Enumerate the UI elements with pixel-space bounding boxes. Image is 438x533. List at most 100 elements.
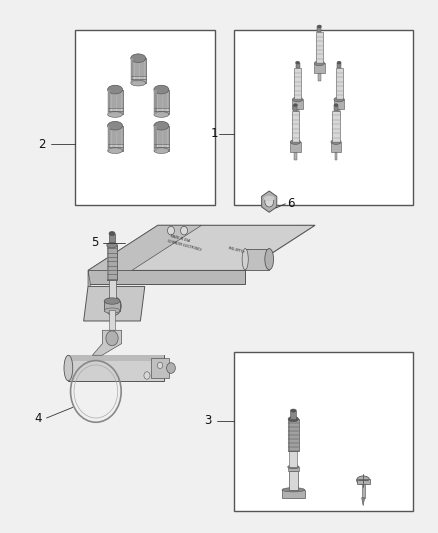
Bar [314, 63, 325, 73]
Bar [337, 62, 341, 68]
Bar [154, 144, 169, 147]
Bar [109, 233, 115, 245]
Bar [318, 27, 321, 32]
Ellipse shape [107, 243, 117, 248]
Bar [293, 105, 297, 111]
Ellipse shape [108, 148, 123, 154]
Polygon shape [88, 270, 90, 286]
Bar [154, 90, 157, 115]
Bar [75, 30, 215, 205]
Ellipse shape [296, 61, 300, 64]
Bar [289, 471, 298, 490]
Bar [154, 108, 169, 111]
Circle shape [110, 301, 117, 311]
Ellipse shape [108, 111, 123, 117]
Bar [109, 280, 116, 301]
Ellipse shape [108, 85, 123, 94]
Polygon shape [261, 191, 277, 212]
Text: 4: 4 [34, 411, 42, 424]
Polygon shape [88, 225, 201, 270]
Polygon shape [108, 90, 123, 115]
Ellipse shape [109, 231, 115, 236]
Bar [104, 301, 120, 311]
Ellipse shape [154, 122, 169, 130]
Bar [336, 68, 343, 100]
Bar [334, 105, 338, 111]
Ellipse shape [154, 85, 169, 94]
Bar [288, 419, 290, 451]
Polygon shape [108, 126, 123, 151]
Bar [294, 151, 297, 160]
Bar [282, 490, 305, 498]
Bar [234, 30, 413, 205]
Ellipse shape [290, 140, 300, 144]
Bar [362, 484, 365, 498]
Polygon shape [154, 90, 169, 115]
Bar [108, 126, 110, 151]
Bar [334, 100, 344, 109]
Bar [107, 245, 109, 280]
Bar [290, 142, 300, 151]
Polygon shape [84, 286, 145, 321]
Bar [131, 76, 146, 79]
Ellipse shape [331, 140, 341, 144]
Bar [338, 109, 340, 118]
Bar [109, 310, 115, 330]
Bar [335, 151, 337, 160]
Bar [292, 111, 299, 142]
Bar [296, 62, 300, 68]
Polygon shape [154, 126, 169, 151]
Circle shape [106, 296, 121, 316]
Circle shape [166, 363, 175, 373]
Ellipse shape [290, 409, 297, 412]
Bar [293, 100, 303, 109]
Bar [290, 410, 297, 419]
Ellipse shape [293, 97, 303, 102]
Ellipse shape [64, 356, 73, 381]
Ellipse shape [282, 488, 305, 492]
Bar [154, 126, 157, 151]
Bar [75, 30, 215, 205]
Ellipse shape [104, 298, 120, 304]
Polygon shape [88, 270, 245, 284]
Bar [331, 142, 341, 151]
Ellipse shape [334, 97, 344, 102]
Bar [107, 245, 117, 280]
Ellipse shape [154, 148, 169, 154]
Bar [234, 352, 413, 511]
Bar [151, 359, 169, 377]
Bar [108, 90, 110, 115]
Bar [108, 144, 123, 147]
Polygon shape [362, 498, 365, 506]
Bar [290, 451, 297, 467]
Bar [357, 479, 370, 484]
Ellipse shape [288, 416, 299, 422]
Ellipse shape [357, 476, 370, 484]
Bar [234, 30, 413, 205]
Bar [288, 467, 299, 471]
Text: HM4-OPT5+: HM4-OPT5+ [227, 246, 246, 254]
Circle shape [265, 196, 274, 207]
Ellipse shape [264, 196, 275, 201]
Text: 5: 5 [91, 236, 98, 249]
Ellipse shape [131, 54, 146, 62]
Bar [234, 352, 413, 511]
Ellipse shape [154, 111, 169, 117]
Bar [318, 73, 321, 82]
Ellipse shape [265, 248, 274, 270]
Ellipse shape [293, 104, 297, 107]
Circle shape [144, 372, 150, 379]
Circle shape [157, 362, 162, 368]
Ellipse shape [288, 465, 299, 469]
Ellipse shape [334, 104, 338, 107]
Circle shape [167, 227, 174, 235]
Text: 1: 1 [211, 127, 219, 140]
Ellipse shape [108, 122, 123, 130]
Ellipse shape [131, 80, 146, 86]
Text: 6: 6 [287, 197, 295, 211]
Polygon shape [131, 58, 146, 83]
Circle shape [106, 331, 118, 346]
Bar [294, 68, 301, 100]
Text: 2: 2 [39, 138, 46, 151]
Bar [245, 248, 269, 270]
